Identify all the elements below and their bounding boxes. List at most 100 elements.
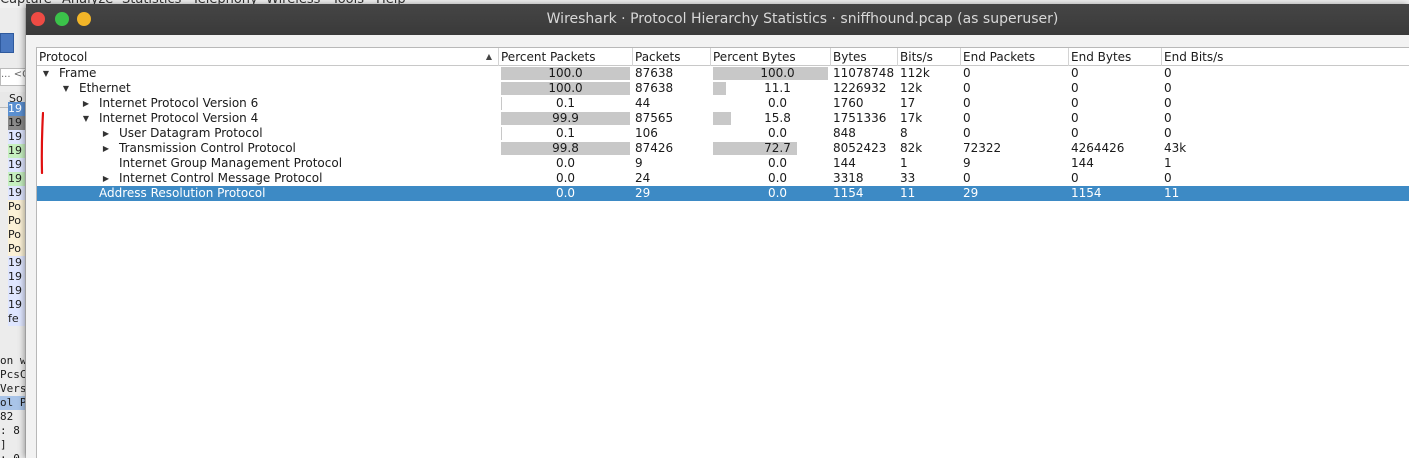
- packets-cell: 87565: [635, 111, 674, 125]
- column-header-end-bytes[interactable]: End Bytes: [1069, 48, 1162, 66]
- column-header-end-bits-s[interactable]: End Bits/s: [1162, 48, 1409, 66]
- background-packet-detail-line: 82: [0, 410, 14, 423]
- minimize-window-button[interactable]: [55, 12, 69, 26]
- column-header-percent-bytes[interactable]: Percent Bytes: [711, 48, 831, 66]
- percent-packets-cell: 0.1: [499, 126, 633, 141]
- background-packet-row[interactable]: Po: [8, 214, 25, 228]
- dialog-titlebar[interactable]: Wireshark · Protocol Hierarchy Statistic…: [26, 4, 1409, 35]
- bits-per-second-cell: 1: [900, 156, 908, 170]
- triangle-right-icon[interactable]: ▶: [102, 129, 110, 138]
- percent-bytes-cell: 11.1: [711, 81, 831, 96]
- column-header-bits-s[interactable]: Bits/s: [898, 48, 961, 66]
- percent-packets-cell: 0.0: [499, 186, 633, 201]
- column-header-bytes[interactable]: Bytes: [831, 48, 898, 66]
- background-packet-row[interactable]: fe: [8, 312, 25, 326]
- sort-ascending-icon[interactable]: ▲: [485, 52, 492, 61]
- end-bytes-cell: 144: [1071, 156, 1094, 170]
- protocol-row[interactable]: Internet Group Management Protocol 0.0 0.0…: [37, 156, 1409, 171]
- percent-value: 0.0: [767, 156, 788, 170]
- bits-per-second-cell: 17k: [900, 111, 923, 125]
- protocol-tree[interactable]: Protocol ▲ Percent Packets Packets Percent B…: [36, 47, 1409, 458]
- protocol-row[interactable]: ▼ Ethernet 100.0 11.1 87638 1226932 12k 0 0 0: [37, 81, 1409, 96]
- protocol-name-cell[interactable]: ▼ Ethernet: [37, 81, 499, 96]
- protocol-name-cell[interactable]: ▼ Internet Protocol Version 4: [37, 111, 499, 126]
- percent-bar-track: 0.1: [501, 96, 630, 110]
- triangle-right-icon[interactable]: ▶: [82, 99, 90, 108]
- percent-bar-track: 0.0: [713, 186, 842, 200]
- background-packet-row[interactable]: 19: [8, 102, 25, 116]
- background-packet-row[interactable]: 19: [8, 158, 25, 172]
- triangle-down-icon[interactable]: ▼: [42, 69, 50, 78]
- background-packet-row[interactable]: 19: [8, 116, 25, 130]
- protocol-row[interactable]: ▶ User Datagram Protocol 0.1 0.0 106 848 8 0 0 0: [37, 126, 1409, 141]
- packets-cell: 106: [635, 126, 658, 140]
- triangle-down-icon[interactable]: ▼: [82, 114, 90, 123]
- column-header-end-packets[interactable]: End Packets: [961, 48, 1069, 66]
- protocol-name-cell[interactable]: Internet Group Management Protocol: [37, 156, 499, 171]
- triangle-down-icon[interactable]: ▼: [62, 84, 70, 93]
- background-menu-item[interactable]: Help: [376, 0, 406, 7]
- percent-bar-track: 100.0: [501, 66, 630, 80]
- background-packet-row[interactable]: 19: [8, 172, 25, 186]
- background-packet-row[interactable]: 19: [8, 256, 25, 270]
- percent-bytes-cell: 100.0: [711, 66, 831, 81]
- background-packet-row[interactable]: 19: [8, 270, 25, 284]
- column-header-percent-packets[interactable]: Percent Packets: [499, 48, 633, 66]
- column-header-label: Bits/s: [900, 50, 933, 64]
- packets-cell: 87426: [635, 141, 674, 155]
- end-packets-cell: 0: [963, 126, 971, 140]
- protocol-name-cell[interactable]: ▶ User Datagram Protocol: [37, 126, 499, 141]
- bytes-cell: 1751336: [833, 111, 887, 125]
- percent-value: 11.1: [764, 81, 791, 95]
- protocol-name-cell[interactable]: ▼ Frame: [37, 66, 499, 81]
- protocol-row[interactable]: ▼ Internet Protocol Version 4 99.9 15.8 8756…: [37, 111, 1409, 126]
- triangle-right-icon[interactable]: ▶: [102, 174, 110, 183]
- end-bits-per-second-cell: 0: [1164, 96, 1172, 110]
- percent-value: 0.0: [767, 171, 788, 185]
- column-header-protocol[interactable]: Protocol ▲: [37, 48, 499, 66]
- background-toolbar-button[interactable]: [0, 33, 14, 53]
- background-packet-row[interactable]: Po: [8, 200, 25, 214]
- background-packet-row[interactable]: 19: [8, 186, 25, 200]
- background-menu-item[interactable]: Statistics: [122, 0, 181, 7]
- percent-bar-fill: [501, 142, 630, 155]
- background-packet-row[interactable]: 19: [8, 144, 25, 158]
- protocol-row[interactable]: ▶ Transmission Control Protocol 99.8 72.7 87…: [37, 141, 1409, 156]
- protocol-row[interactable]: ▶ Internet Control Message Protocol 0.0 0.0…: [37, 171, 1409, 186]
- background-display-filter[interactable]: ... <C: [0, 68, 25, 86]
- tree-header: Protocol ▲ Percent Packets Packets Percent B…: [37, 48, 1409, 66]
- close-window-button[interactable]: [31, 12, 45, 26]
- protocol-name-cell[interactable]: ▶ Internet Control Message Protocol: [37, 171, 499, 186]
- protocol-name: Internet Protocol Version 6: [99, 96, 259, 110]
- end-bytes-cell: 0: [1071, 111, 1079, 125]
- background-packet-row[interactable]: 19: [8, 130, 25, 144]
- percent-value: 72.7: [764, 141, 791, 155]
- background-menu-item[interactable]: Wireless: [266, 0, 320, 7]
- protocol-name-cell[interactable]: ▶ Transmission Control Protocol: [37, 141, 499, 156]
- percent-packets-cell: 100.0: [499, 81, 633, 96]
- bits-per-second-cell: 12k: [900, 81, 923, 95]
- percent-bar-track: 15.8: [713, 111, 842, 125]
- background-packet-row[interactable]: Po: [8, 242, 25, 256]
- protocol-row[interactable]: ▶ Internet Protocol Version 6 0.1 0.0 44 1760…: [37, 96, 1409, 111]
- background-packet-list: ... <C So 19191919191919PoPoPoPo19191919…: [0, 8, 26, 458]
- protocol-name-cell[interactable]: Address Resolution Protocol: [37, 186, 499, 201]
- percent-bar-track: 0.0: [713, 126, 842, 140]
- background-packet-row[interactable]: 19: [8, 284, 25, 298]
- percent-bar-track: 100.0: [713, 66, 842, 80]
- protocol-row[interactable]: Address Resolution Protocol 0.0 0.0 29 1154 1…: [37, 186, 1409, 201]
- percent-bar-track: 0.1: [501, 126, 630, 140]
- background-packet-row[interactable]: Po: [8, 228, 25, 242]
- bytes-cell: 1154: [833, 186, 864, 200]
- column-header-packets[interactable]: Packets: [633, 48, 711, 66]
- background-menu-item[interactable]: Analyze: [62, 0, 113, 7]
- maximize-window-button[interactable]: [77, 12, 91, 26]
- end-packets-cell: 72322: [963, 141, 1002, 155]
- background-menu-item[interactable]: Capture: [0, 0, 52, 7]
- background-menu-item[interactable]: Tools: [332, 0, 364, 7]
- background-packet-row[interactable]: 19: [8, 298, 25, 312]
- protocol-row[interactable]: ▼ Frame 100.0 100.0 87638 11078748 112k 0 0 0: [37, 66, 1409, 81]
- protocol-name-cell[interactable]: ▶ Internet Protocol Version 6: [37, 96, 499, 111]
- background-menu-item[interactable]: Telephony: [192, 0, 258, 7]
- triangle-right-icon[interactable]: ▶: [102, 144, 110, 153]
